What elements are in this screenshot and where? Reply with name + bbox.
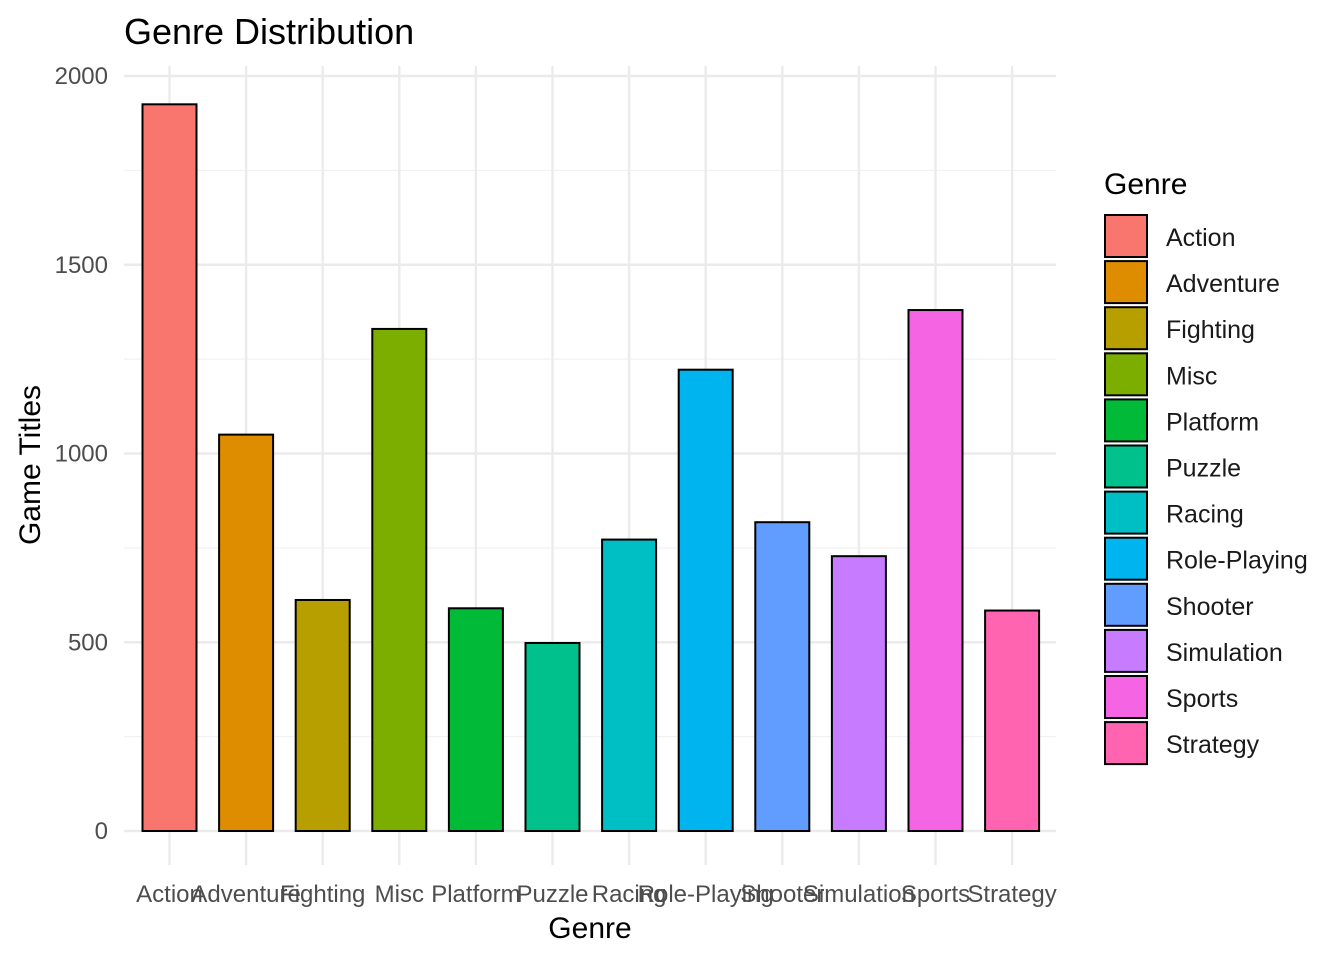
legend-key-action bbox=[1104, 214, 1148, 258]
bars bbox=[141, 103, 1041, 833]
x-tick-label: Fighting bbox=[280, 881, 365, 908]
bar-puzzle bbox=[524, 642, 581, 832]
legend-label: Simulation bbox=[1166, 639, 1283, 667]
y-tick-label: 1500 bbox=[55, 252, 108, 279]
legend-title: Genre bbox=[1104, 168, 1187, 201]
legend: Genre Action Adventure Fighting Misc Platfor… bbox=[1104, 168, 1308, 766]
bar-platform bbox=[447, 607, 504, 833]
legend-label: Action bbox=[1166, 224, 1235, 252]
legend-label: Sports bbox=[1166, 685, 1238, 713]
legend-label: Puzzle bbox=[1166, 455, 1241, 483]
legend-key-puzzle bbox=[1104, 444, 1148, 489]
y-tick-label: 2000 bbox=[55, 63, 108, 90]
x-tick-label: Sports bbox=[901, 881, 970, 908]
legend-key-strategy bbox=[1104, 721, 1148, 766]
legend-label: Misc bbox=[1166, 362, 1217, 390]
legend-key-role-playing bbox=[1104, 536, 1148, 581]
x-tick-label: Role-Playing bbox=[638, 881, 774, 908]
y-tick-labels: 0 500 1000 1500 2000 bbox=[55, 63, 108, 845]
x-tick-label: Misc bbox=[375, 881, 424, 908]
x-tick-label: Racing bbox=[592, 881, 667, 908]
x-tick-label: Shooter bbox=[740, 881, 824, 908]
legend-key-racing bbox=[1104, 490, 1148, 535]
bar-racing bbox=[601, 538, 658, 832]
bar-shooter bbox=[754, 521, 811, 833]
x-tick-label: Platform bbox=[431, 881, 520, 908]
y-tick-label: 0 bbox=[95, 818, 108, 845]
legend-key-platform bbox=[1104, 398, 1148, 443]
legend-key-simulation bbox=[1104, 628, 1148, 673]
legend-label: Adventure bbox=[1166, 270, 1280, 298]
x-tick-label: Puzzle bbox=[516, 881, 588, 908]
legend-label: Role-Playing bbox=[1166, 547, 1308, 575]
x-tick-label: Strategy bbox=[967, 881, 1056, 908]
bar-role-playing bbox=[677, 368, 734, 832]
legend-key-shooter bbox=[1104, 582, 1148, 627]
bar-sports bbox=[907, 309, 964, 832]
legend-label: Strategy bbox=[1166, 731, 1260, 759]
legend-key-adventure bbox=[1104, 260, 1148, 305]
legend-label: Fighting bbox=[1166, 316, 1255, 344]
x-tick-label: Adventure bbox=[191, 881, 300, 908]
chart-title: Genre Distribution bbox=[124, 11, 414, 52]
bar-simulation bbox=[830, 555, 887, 832]
legend-key-misc bbox=[1104, 352, 1148, 397]
y-tick-label: 500 bbox=[68, 629, 108, 656]
legend-label: Platform bbox=[1166, 408, 1259, 436]
x-axis-title: Genre bbox=[548, 912, 631, 945]
legend-key-sports bbox=[1104, 675, 1148, 719]
y-axis-title: Game Titles bbox=[14, 385, 47, 545]
bar-strategy bbox=[984, 609, 1041, 832]
bar-misc bbox=[371, 327, 428, 832]
legend-label: Racing bbox=[1166, 501, 1244, 529]
x-tick-label: Action bbox=[136, 881, 203, 908]
bar-adventure bbox=[218, 433, 275, 832]
legend-key-fighting bbox=[1104, 306, 1148, 351]
bar-action bbox=[141, 103, 198, 832]
legend-label: Shooter bbox=[1166, 593, 1254, 621]
x-tick-label: Simulation bbox=[803, 881, 915, 908]
y-tick-label: 1000 bbox=[55, 441, 108, 468]
bar-fighting bbox=[294, 598, 351, 832]
